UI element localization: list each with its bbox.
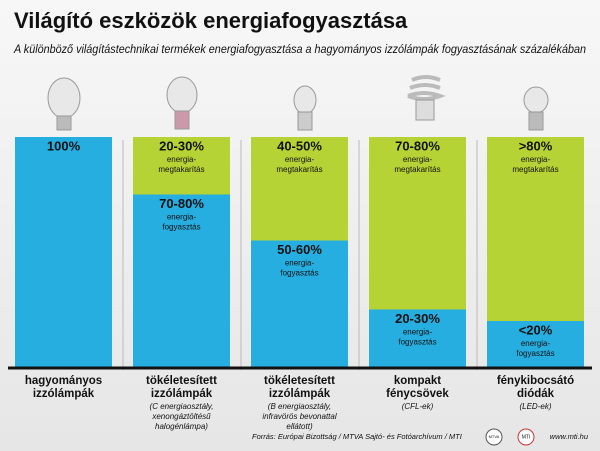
x-tick-label: kompakt fénycsövek [386,375,449,400]
value-label: 100% [47,138,81,153]
segment-caption: energia-fogyasztás [280,259,318,278]
x-tick-label: tökéletesített izzólámpák [146,375,217,400]
segment-caption: energia-fogyasztás [398,328,436,347]
value-label: 40-50% [277,138,322,153]
bar-segment [15,137,112,367]
x-tick-label: tökéletesített izzólámpák [264,375,335,400]
bar-segment [251,240,348,367]
url: www.mti.hu [550,432,589,441]
logo [485,428,503,446]
segment-caption: energia-fogyasztás [516,339,554,358]
bulb-icons [47,75,549,131]
segment-caption: energia-megtakarítás [394,155,440,174]
category-note: (LED-ek) [519,402,551,411]
chart-title: Világító eszközök energiafogyasztása [14,8,408,33]
bar-segment [133,194,230,367]
value-label: 20-30% [395,311,440,326]
x-tick-label: fénykibocsátó diódák [497,375,574,400]
bar-segment [487,321,584,367]
category-note: (CFL-ek) [402,402,434,411]
segment-caption: energia-megtakarítás [512,155,558,174]
source: Forrás: Európai Bizottság / MTVA Sajtó- … [252,432,462,441]
x-tick-label: hagyományos izzólámpák [25,375,102,400]
logo-text: MTI [522,434,531,440]
value-label: 20-30% [159,138,204,153]
bar-segment [369,137,466,310]
segment-caption: energia-megtakarítás [158,155,204,174]
bar-segment [133,137,230,195]
bar-segment [369,309,466,367]
value-label: >80% [519,138,553,153]
value-label: 70-80% [395,138,440,153]
segment-caption: energia-fogyasztás [162,213,200,232]
value-label: 50-60% [277,242,322,257]
segment-caption: energia-megtakarítás [276,155,322,174]
bar-segment [487,137,584,321]
value-label: <20% [519,322,553,337]
bar-segment [251,137,348,241]
logo [517,428,535,446]
logo-text: MTVA [489,434,500,439]
chart-subtitle: A különböző világítástechnikai termékek … [13,44,586,56]
category-note: (C energiaosztály, xenongáztöltésű halogén… [150,402,214,431]
category-note: (B energiaosztály, infravörös bevonattal e… [262,402,336,431]
value-label: 70-80% [159,196,204,211]
